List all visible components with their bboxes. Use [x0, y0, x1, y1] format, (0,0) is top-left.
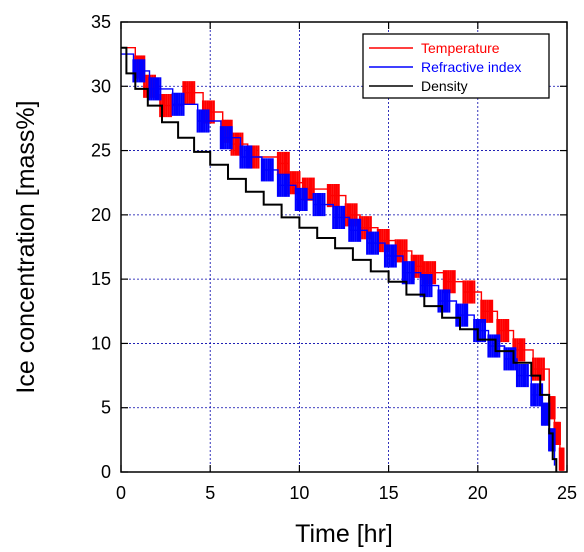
legend-label-3: Density: [421, 78, 468, 94]
x-tick-label: 15: [379, 483, 399, 503]
x-tick-label: 25: [557, 483, 577, 503]
axis-ticks: [120, 21, 568, 473]
y-tick-label: 10: [91, 333, 111, 353]
legend-label-2: Refractive index: [421, 59, 521, 75]
y-tick-label: 35: [91, 12, 111, 32]
series-lines: [121, 46, 565, 472]
x-axis-label: Time [hr]: [295, 520, 393, 548]
x-tick-label: 5: [205, 483, 215, 503]
legend-box: [362, 33, 550, 99]
y-tick-label: 5: [101, 398, 111, 418]
y-tick-label: 20: [91, 205, 111, 225]
plot-frame: [120, 21, 568, 473]
y-axis-label: Ice concentration [mass%]: [12, 100, 40, 393]
tick-labels: 0 5 10 15 20 25 0 5 10 15 20 25 30 35: [91, 12, 577, 503]
x-tick-label: 0: [116, 483, 126, 503]
x-tick-label: 20: [468, 483, 488, 503]
y-tick-label: 0: [101, 462, 111, 482]
series-line-1: [121, 47, 565, 466]
y-tick-label: 15: [91, 269, 111, 289]
legend: Temperature Refractive index Density: [362, 33, 550, 99]
y-tick-label: 25: [91, 141, 111, 161]
legend-label-1: Temperature: [421, 40, 500, 56]
x-tick-label: 10: [289, 483, 309, 503]
series-line-2: [121, 53, 556, 466]
series-line-3: [121, 46, 558, 472]
y-tick-label: 30: [91, 76, 111, 96]
